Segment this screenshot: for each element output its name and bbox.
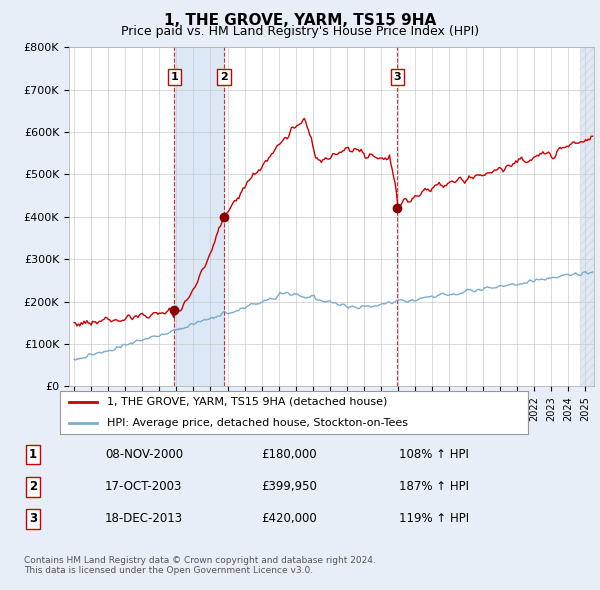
Text: 18-DEC-2013: 18-DEC-2013 [105,512,183,525]
Text: 119% ↑ HPI: 119% ↑ HPI [399,512,469,525]
Text: £180,000: £180,000 [261,448,317,461]
Text: 3: 3 [394,72,401,82]
Text: 108% ↑ HPI: 108% ↑ HPI [399,448,469,461]
Text: Contains HM Land Registry data © Crown copyright and database right 2024.
This d: Contains HM Land Registry data © Crown c… [24,556,376,575]
Text: 1: 1 [170,72,178,82]
Text: 2: 2 [29,480,37,493]
Text: £420,000: £420,000 [261,512,317,525]
Text: 1, THE GROVE, YARM, TS15 9HA: 1, THE GROVE, YARM, TS15 9HA [164,13,436,28]
Text: £399,950: £399,950 [261,480,317,493]
Text: Price paid vs. HM Land Registry's House Price Index (HPI): Price paid vs. HM Land Registry's House … [121,25,479,38]
Bar [580,47,594,386]
Text: 2: 2 [220,72,228,82]
Text: 187% ↑ HPI: 187% ↑ HPI [399,480,469,493]
Text: 08-NOV-2000: 08-NOV-2000 [105,448,183,461]
Bar [174,47,224,386]
Text: 17-OCT-2003: 17-OCT-2003 [105,480,182,493]
Text: 1: 1 [29,448,37,461]
Text: 3: 3 [29,512,37,525]
Text: 1, THE GROVE, YARM, TS15 9HA (detached house): 1, THE GROVE, YARM, TS15 9HA (detached h… [107,397,387,407]
Text: HPI: Average price, detached house, Stockton-on-Tees: HPI: Average price, detached house, Stoc… [107,418,408,428]
